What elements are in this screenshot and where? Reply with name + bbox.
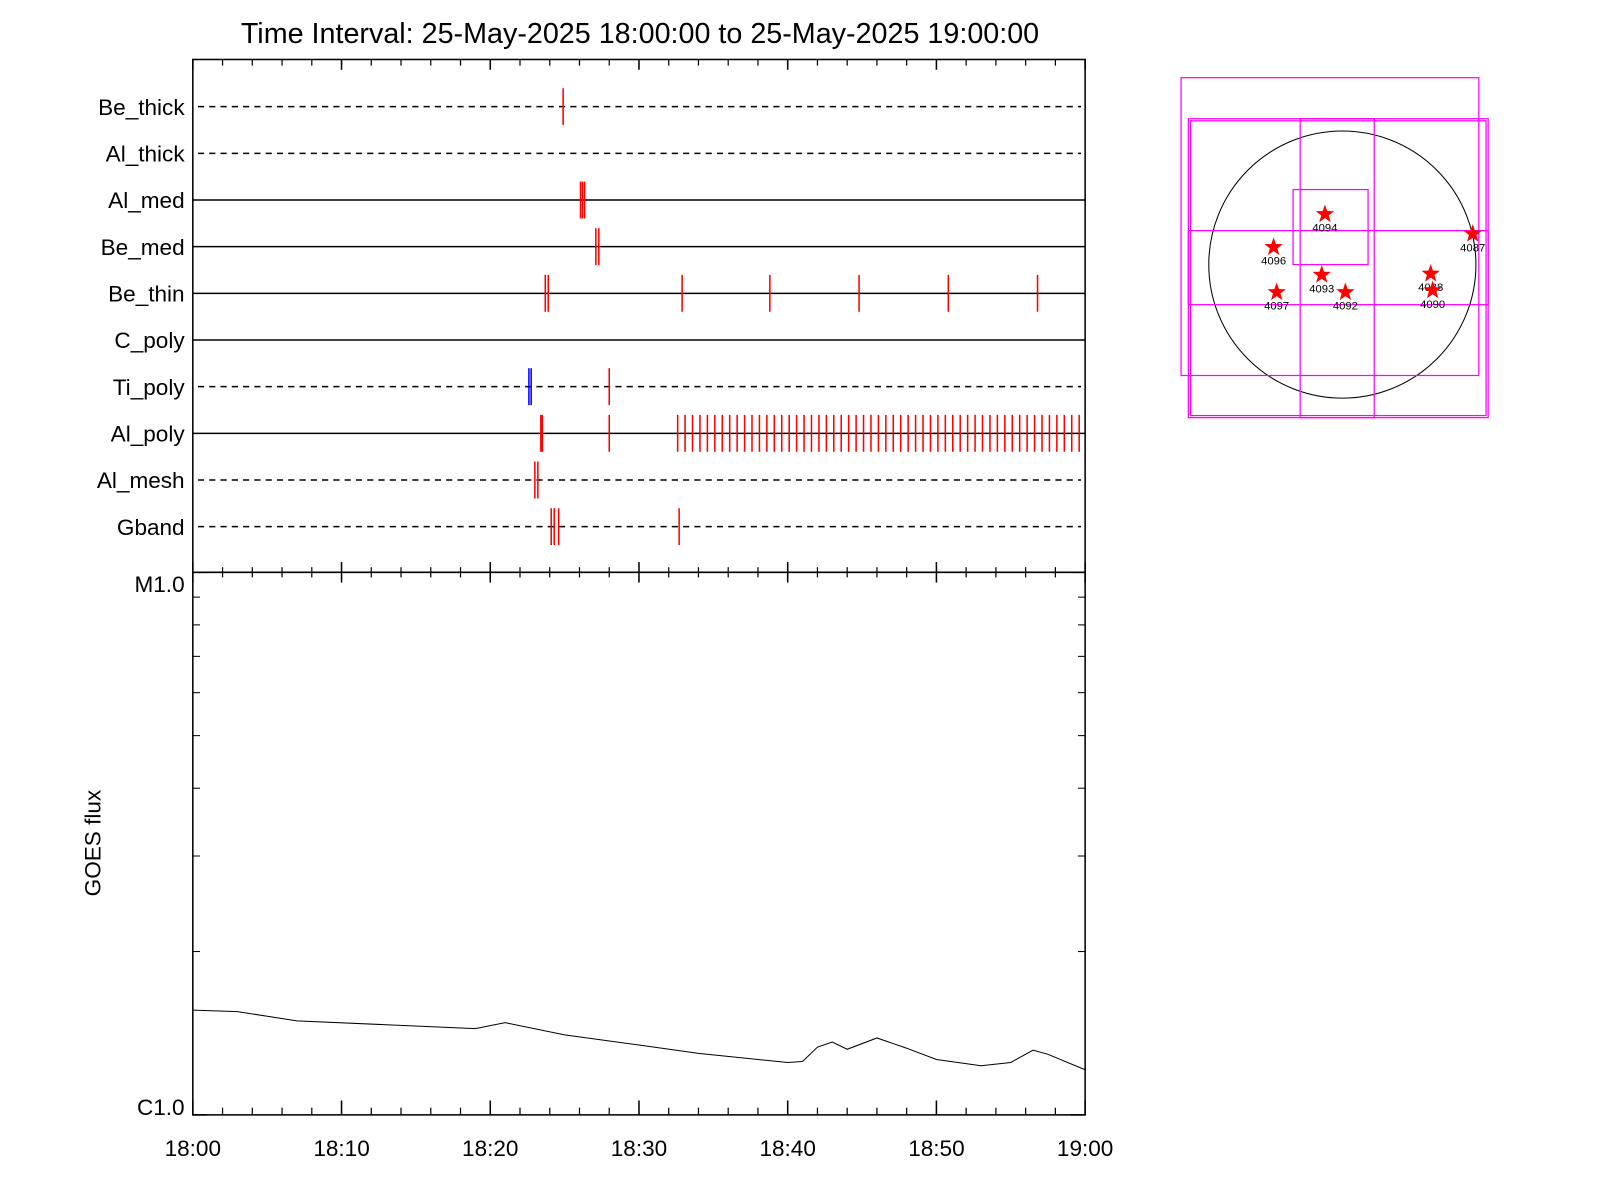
x-tick-label: 18:00 (165, 1136, 221, 1161)
row-label: C_poly (114, 328, 185, 353)
fov-box (1180, 77, 1480, 377)
ar-label: 4093 (1309, 283, 1334, 295)
ar-label: 4090 (1420, 299, 1445, 311)
ar-label: 4097 (1264, 301, 1289, 313)
solar-disk (1208, 130, 1477, 399)
row-label: Al_thick (106, 142, 186, 167)
fov-box (1187, 230, 1489, 306)
ar-label: 4092 (1333, 301, 1358, 313)
flux-line (192, 1009, 1086, 1071)
y-axis-label: GOES flux (81, 789, 106, 896)
fov-box (1187, 118, 1489, 419)
ar-star (1315, 204, 1335, 223)
ar-star (1312, 265, 1332, 283)
fov-box (1189, 120, 1487, 417)
row-label: Al_poly (111, 422, 186, 447)
row-label: Be_med (101, 235, 185, 260)
ar-star (1423, 280, 1442, 299)
ar-star (1267, 282, 1286, 301)
ar-label: 4087 (1460, 242, 1485, 254)
row-label: Gband (117, 515, 185, 540)
row-label: Ti_poly (113, 375, 186, 400)
row-label: Be_thick (98, 95, 185, 120)
row-label: Al_med (108, 188, 184, 213)
x-tick-label: 18:50 (908, 1136, 964, 1161)
x-tick-label: 19:00 (1057, 1136, 1113, 1161)
y-tick-label: M1.0 (134, 572, 184, 597)
x-tick-label: 18:30 (611, 1136, 667, 1161)
ar-star (1264, 237, 1283, 256)
panel-frame (192, 571, 1086, 1116)
row-label: Al_mesh (97, 468, 185, 493)
ar-star (1421, 264, 1440, 282)
fov-box (1299, 118, 1375, 419)
fov-box (1292, 188, 1369, 266)
y-tick-label: C1.0 (137, 1095, 185, 1120)
panel-frame (192, 58, 1086, 574)
chart-title: Time Interval: 25-May-2025 18:00:00 to 2… (241, 18, 1039, 50)
ar-label: 4096 (1261, 256, 1286, 268)
x-tick-label: 18:10 (313, 1136, 369, 1161)
x-tick-label: 18:20 (462, 1136, 518, 1161)
ar-star (1463, 224, 1482, 242)
row-label: Be_thin (108, 282, 184, 307)
x-tick-label: 18:40 (759, 1136, 815, 1161)
ar-label: 4094 (1312, 223, 1337, 235)
ar-star (1336, 282, 1355, 301)
